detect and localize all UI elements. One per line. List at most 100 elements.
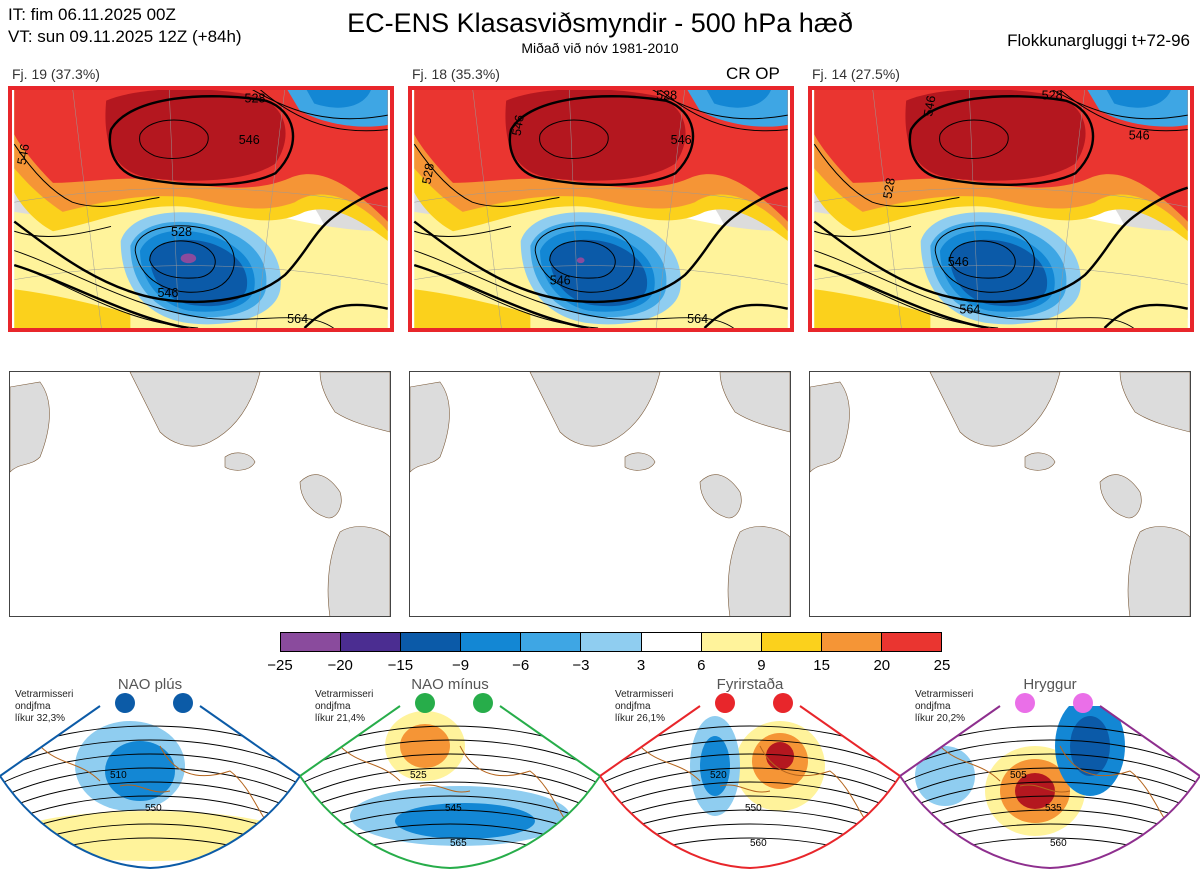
colorbar-tick-label: −6: [512, 657, 530, 674]
height-contour: [600, 767, 900, 799]
colorbar-tick-label: −15: [387, 657, 414, 674]
height-contour: [300, 753, 600, 785]
contour-label: 546: [550, 273, 571, 287]
classification-window: Flokkunargluggi t+72-96: [1007, 31, 1190, 50]
contour-label: 546: [948, 255, 969, 269]
regime-note-season: Vetrarmisseri: [615, 689, 674, 700]
contour-label: 546: [510, 114, 527, 137]
base-map-2: [409, 371, 791, 617]
cluster-map-3: 546 528 546 528 546 564: [808, 86, 1194, 332]
coastline: [939, 745, 1171, 827]
regime-frame: [300, 705, 600, 870]
contour-label: 564: [959, 302, 980, 316]
height-contour: [600, 795, 900, 827]
regime-note-season: Vetrarmisseri: [915, 689, 974, 700]
colorbar: [280, 632, 942, 652]
colorbar-segment: [821, 633, 882, 651]
regime-note-probability: líkur 26,1%: [615, 713, 666, 724]
height-contour: [900, 795, 1200, 827]
colorbar-segment: [401, 633, 462, 651]
regime-marker: [1015, 693, 1035, 713]
contour-label: 546: [239, 133, 260, 147]
regime-note-months: ondjfma: [915, 701, 951, 712]
base-map-2-svg: [410, 372, 790, 616]
regime-note-months: ondjfma: [15, 701, 51, 712]
colorbar-tick-label: −3: [572, 657, 590, 674]
panel-2-tag: CR OP: [726, 64, 780, 83]
header-times: IT: fim 06.11.2025 00Z VT: sun 09.11.202…: [8, 4, 242, 48]
contour-label: 546: [1129, 128, 1150, 142]
panel-3-label: Fj. 14 (27.5%): [812, 66, 900, 82]
colorbar-tick-label: 6: [697, 657, 706, 674]
colorbar-segment: [341, 633, 402, 651]
contour-label: 550: [145, 803, 162, 814]
colorbar-segment: [581, 633, 642, 651]
contour-label: 525: [410, 770, 427, 781]
regime-marker: [715, 693, 735, 713]
panel-1-label: Fj. 19 (37.3%): [12, 66, 100, 82]
contour-label: 560: [1050, 838, 1067, 849]
coastline: [639, 745, 871, 827]
contour-label: 550: [745, 803, 762, 814]
colorbar-segment: [881, 633, 942, 651]
regime-marker: [473, 693, 493, 713]
contour-label: 528: [171, 225, 192, 239]
height-contour: [600, 781, 900, 813]
contour-label: 560: [750, 838, 767, 849]
contour-label: 528: [1042, 90, 1063, 103]
height-contour: [600, 739, 900, 771]
height-contour: [600, 753, 900, 785]
warm-anomaly: [400, 724, 450, 768]
warm-anomaly: [766, 742, 794, 770]
panel-2-label: Fj. 18 (35.3%): [412, 66, 500, 82]
contour-label: 510: [110, 770, 127, 781]
colorbar-tick-label: −20: [327, 657, 353, 674]
colorbar-segment: [641, 633, 702, 651]
cold-anomaly: [105, 741, 175, 801]
page-title: EC-ENS Klasasviðsmyndir - 500 hPa hæð: [347, 8, 853, 38]
height-contour: [900, 781, 1200, 813]
regime-map-svg: 510 550: [0, 693, 300, 870]
regime-note-months: ondjfma: [615, 701, 651, 712]
contour-label: 564: [287, 312, 308, 326]
regime-note-months: ondjfma: [315, 701, 351, 712]
colorbar-tick-label: 9: [757, 657, 766, 674]
contour-label: 528: [881, 177, 898, 200]
contour-label: 546: [671, 133, 692, 147]
colorbar-segment: [761, 633, 822, 651]
regime-note-season: Vetrarmisseri: [15, 689, 74, 700]
regime-title: NAO plús: [117, 676, 183, 693]
it-line: IT: fim 06.11.2025 00Z: [8, 5, 176, 24]
cluster-map-2-svg: 546 528 546 528 546 564: [413, 90, 789, 328]
cluster-map-1-svg: 528 546 546 528 546 564: [13, 90, 389, 328]
height-contour: [900, 753, 1200, 785]
regime-frame: [600, 705, 900, 870]
warm-anomaly: [10, 811, 290, 861]
regime-title: NAO mínus: [411, 676, 489, 693]
base-map-1-svg: [10, 372, 390, 616]
regime-frame: [0, 705, 300, 870]
regime-note-probability: líkur 21,4%: [315, 713, 366, 724]
coastline: [339, 745, 571, 827]
colorbar-tick-label: 25: [933, 657, 951, 674]
colorbar-segment: [461, 633, 522, 651]
height-contour: [0, 739, 300, 771]
regime-title: Fyrirstaða: [716, 676, 784, 693]
regime-frame: [900, 705, 1200, 870]
contour-label: 528: [245, 92, 266, 106]
regime-map-svg: 520 550 560: [600, 693, 900, 870]
base-map-3-svg: [810, 372, 1190, 616]
height-contour: [0, 753, 300, 785]
regime-map-svg: 525 545 565: [300, 693, 600, 870]
colorbar-tick-label: 3: [636, 657, 646, 674]
height-contour: [0, 767, 300, 799]
height-contour: [900, 767, 1200, 799]
height-contour: [300, 739, 600, 771]
contour-label: 505: [1010, 770, 1027, 781]
contour-label: 564: [687, 312, 708, 326]
cold-anomaly: [395, 803, 535, 839]
page-subtitle: Miðað við nóv 1981-2010: [521, 40, 679, 56]
colorbar-tick-label: 20: [873, 657, 891, 674]
contour-label: 546: [157, 286, 178, 300]
height-contour: [300, 767, 600, 799]
